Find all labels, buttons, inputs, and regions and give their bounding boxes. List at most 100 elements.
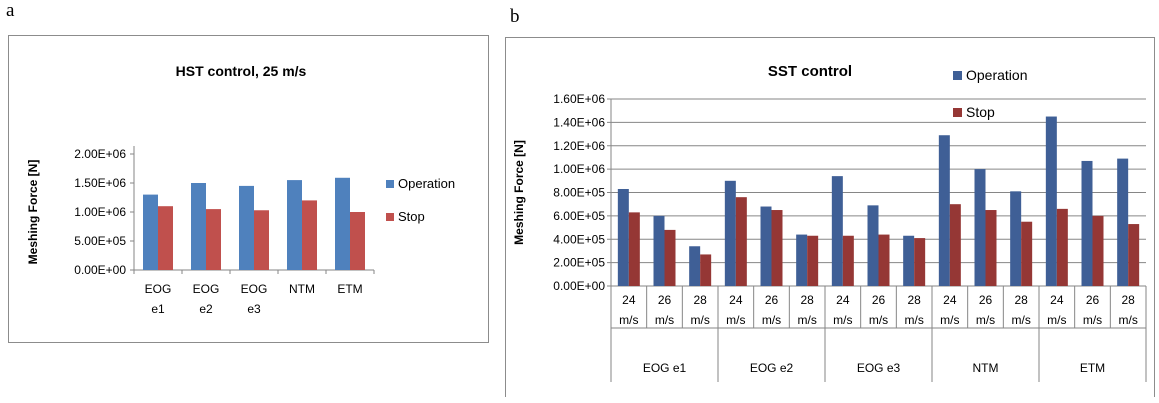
chart-a-ytick-label: 0.00E+00 <box>74 263 126 277</box>
chart-b-bar <box>949 204 961 286</box>
panel-b-label: b <box>510 6 520 27</box>
chart-a-category-label: EOG <box>145 282 172 296</box>
chart-b-legend-label: Operation <box>966 67 1027 83</box>
chart-b-subcategory-label: m/s <box>797 313 816 327</box>
chart-b-group-label: NTM <box>973 361 999 375</box>
chart-b-bar <box>974 169 986 286</box>
chart-b-subcategory-label: m/s <box>1118 313 1137 327</box>
chart-a-bar <box>191 183 206 270</box>
chart-b-subcategory-label: 28 <box>693 293 707 307</box>
chart-a-ytick-label: 5.00E+05 <box>74 234 126 248</box>
chart-a-category-label: e3 <box>247 302 261 316</box>
chart-a-legend-label: Stop <box>398 209 425 224</box>
chart-b-bar <box>1081 160 1093 286</box>
chart-b-group-label: ETM <box>1080 361 1105 375</box>
chart-a-bar <box>287 180 302 270</box>
chart-b-bar <box>617 188 629 286</box>
chart-b-ytick-label: 8.00E+05 <box>553 186 605 200</box>
chart-b-subcategory-label: m/s <box>619 313 638 327</box>
chart-a-ytick-label: 1.00E+06 <box>74 205 126 219</box>
chart-b-bar <box>724 180 736 286</box>
chart-a-ytick-label: 1.50E+06 <box>74 176 126 190</box>
chart-a-bar <box>302 200 317 270</box>
chart-a-ytick-label: 2.00E+06 <box>74 147 126 161</box>
chart-a-category-label: EOG <box>193 282 220 296</box>
chart-b-subcategory-label: 28 <box>800 293 814 307</box>
panel-a-label: a <box>6 0 15 21</box>
chart-b-frame: SST control Meshing Force [N] 0.00E+00 2.00… <box>505 37 1155 397</box>
chart-b-ytick-label: 1.00E+06 <box>553 162 605 176</box>
chart-b-bar <box>735 197 747 286</box>
chart-b-ylabel: Meshing Force [N] <box>512 140 526 245</box>
chart-b-subcategory-label: 28 <box>907 293 921 307</box>
chart-b-legend-swatch <box>953 108 962 117</box>
chart-b-subcategory-label: 24 <box>729 293 743 307</box>
chart-b-bar <box>807 235 819 286</box>
chart-b-ytick-label: 4.00E+05 <box>553 232 605 246</box>
chart-b-subcategory-label: m/s <box>1047 313 1066 327</box>
chart-b-bar <box>689 246 701 286</box>
chart-b-ytick-label: 2.00E+05 <box>553 256 605 270</box>
chart-b-subcategory-label: 24 <box>836 293 850 307</box>
chart-a-legend-swatch <box>386 213 394 221</box>
chart-a-bar <box>158 206 173 270</box>
chart-a-bar <box>335 177 350 270</box>
chart-b-subcategory-label: m/s <box>833 313 852 327</box>
chart-b-bar <box>1117 158 1129 286</box>
chart-b-subcategory-label: m/s <box>976 313 995 327</box>
chart-b-subcategory-label: m/s <box>655 313 674 327</box>
chart-b-subcategory-label: 26 <box>765 293 779 307</box>
chart-b-bar <box>796 234 808 286</box>
chart-b-bar <box>664 229 676 286</box>
chart-a-bar <box>254 210 269 270</box>
chart-b-bar <box>938 135 950 286</box>
chart-a: HST control, 25 m/s Meshing Force [N] 0.00… <box>26 63 455 316</box>
chart-b-bar <box>628 212 640 286</box>
chart-b-legend-swatch <box>953 71 962 80</box>
chart-b-bar <box>700 254 712 286</box>
chart-b-ytick-label: 1.60E+06 <box>553 92 605 106</box>
chart-a-frame: HST control, 25 m/s Meshing Force [N] 0.00… <box>8 35 489 343</box>
chart-b-group-label: EOG e3 <box>857 361 901 375</box>
chart-b-ytick-label: 1.20E+06 <box>553 139 605 153</box>
chart-a-bar <box>239 185 254 270</box>
chart-b-ytick-label: 0.00E+00 <box>553 279 605 293</box>
chart-b-bar <box>914 238 926 286</box>
chart-b-bar <box>985 210 997 286</box>
chart-b-subcategory-label: 24 <box>943 293 957 307</box>
chart-a-category-label: e1 <box>151 302 165 316</box>
chart-b-subcategory-label: 24 <box>1050 293 1064 307</box>
chart-b-subcategory-label: m/s <box>1011 313 1030 327</box>
chart-a-legend-swatch <box>386 180 394 188</box>
chart-b-subcategory-label: m/s <box>940 313 959 327</box>
chart-b-bar <box>1045 116 1057 286</box>
chart-b-subcategory-label: m/s <box>1083 313 1102 327</box>
chart-b-bar <box>903 235 915 286</box>
chart-b-subcategory-label: 26 <box>979 293 993 307</box>
chart-a-category-label: EOG <box>241 282 268 296</box>
chart-b-bar <box>760 206 772 286</box>
chart-b-ytick-label: 6.00E+05 <box>553 209 605 223</box>
chart-b-title: SST control <box>768 63 852 80</box>
chart-b-group-label: EOG e2 <box>750 361 794 375</box>
chart-b-subcategory-label: m/s <box>869 313 888 327</box>
chart-b: SST control Meshing Force [N] 0.00E+00 2.00… <box>512 63 1147 382</box>
chart-a-bar <box>350 212 365 270</box>
chart-b-subcategory-label: 26 <box>658 293 672 307</box>
chart-b-bar <box>878 234 890 286</box>
chart-b-group-label: EOG e1 <box>643 361 687 375</box>
chart-a-bar <box>143 194 158 270</box>
chart-b-subcategory-label: 28 <box>1014 293 1028 307</box>
chart-b-bar <box>1021 221 1033 286</box>
chart-b-ytick-label: 1.40E+06 <box>553 115 605 129</box>
chart-b-bar <box>867 205 879 286</box>
chart-a-category-label: e2 <box>199 302 213 316</box>
chart-b-bar <box>1092 215 1104 286</box>
chart-b-bar <box>1128 224 1140 286</box>
chart-b-subcategory-label: m/s <box>904 313 923 327</box>
chart-a-category-label: NTM <box>289 282 315 296</box>
chart-a-category-label: ETM <box>337 282 362 296</box>
chart-b-subcategory-label: m/s <box>690 313 709 327</box>
chart-b-subcategory-label: 28 <box>1121 293 1135 307</box>
chart-a-ylabel: Meshing Force [N] <box>26 160 40 265</box>
